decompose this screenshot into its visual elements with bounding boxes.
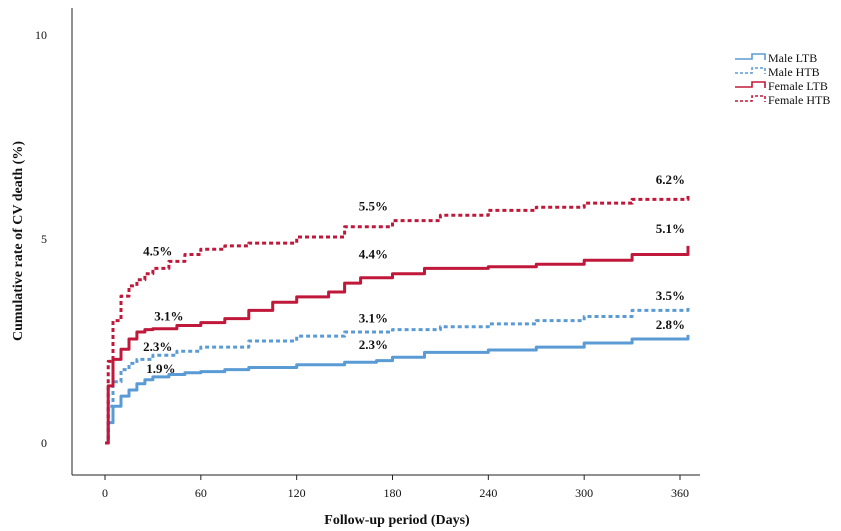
legend-item: Female HTB (735, 93, 830, 107)
data-label: 2.3% (359, 337, 388, 352)
legend-item: Male LTB (735, 51, 817, 65)
data-label: 3.5% (656, 288, 685, 303)
x-axis-title: Follow-up period (Days) (324, 513, 470, 528)
legend-swatch (735, 95, 766, 102)
x-tick-label: 240 (479, 486, 497, 500)
legend-label: Male LTB (768, 51, 817, 65)
legend-swatch (735, 53, 766, 60)
data-label: 3.1% (359, 311, 388, 326)
data-label: 5.1% (656, 221, 685, 236)
y-tick-label: 10 (35, 28, 47, 42)
data-label: 4.4% (359, 247, 388, 262)
legend-swatch (735, 81, 766, 88)
data-label: 1.9% (146, 361, 175, 376)
data-label: 4.5% (143, 243, 172, 258)
x-tick-label: 180 (384, 486, 402, 500)
series-line-male-htb (105, 306, 690, 445)
x-tick-label: 360 (671, 486, 689, 500)
data-label: 2.3% (143, 339, 172, 354)
legend-swatch (735, 67, 766, 74)
axes (71, 8, 700, 476)
y-axis-title: Cumulative rate of CV death (%) (11, 141, 26, 341)
x-tick-label: 120 (288, 486, 306, 500)
legend-label: Female LTB (768, 79, 828, 93)
legend-item: Male HTB (735, 65, 820, 79)
x-tick-label: 0 (102, 486, 108, 500)
series-lines (105, 194, 690, 445)
series-line-male-ltb (105, 334, 690, 445)
data-label: 5.5% (359, 198, 388, 213)
data-label: 2.8% (656, 317, 685, 332)
series-line-female-htb (105, 194, 690, 445)
legend-label: Female HTB (768, 93, 830, 107)
series-line-female-ltb (105, 245, 690, 445)
legend-label: Male HTB (768, 65, 820, 79)
y-tick-label: 0 (41, 436, 47, 450)
tick-labels: 0 60 120 180 240 300 360 0 5 10 (35, 28, 689, 500)
data-labels: 4.5% 5.5% 6.2% 3.1% 4.4% 5.1% 2.3% 3.1% 3.5% 1.9%… (143, 172, 685, 376)
data-label: 6.2% (656, 172, 685, 187)
x-tick-label: 300 (575, 486, 593, 500)
y-tick-label: 5 (41, 232, 47, 246)
x-tick-label: 60 (195, 486, 207, 500)
legend-item: Female LTB (735, 79, 828, 93)
data-label: 3.1% (154, 309, 183, 324)
